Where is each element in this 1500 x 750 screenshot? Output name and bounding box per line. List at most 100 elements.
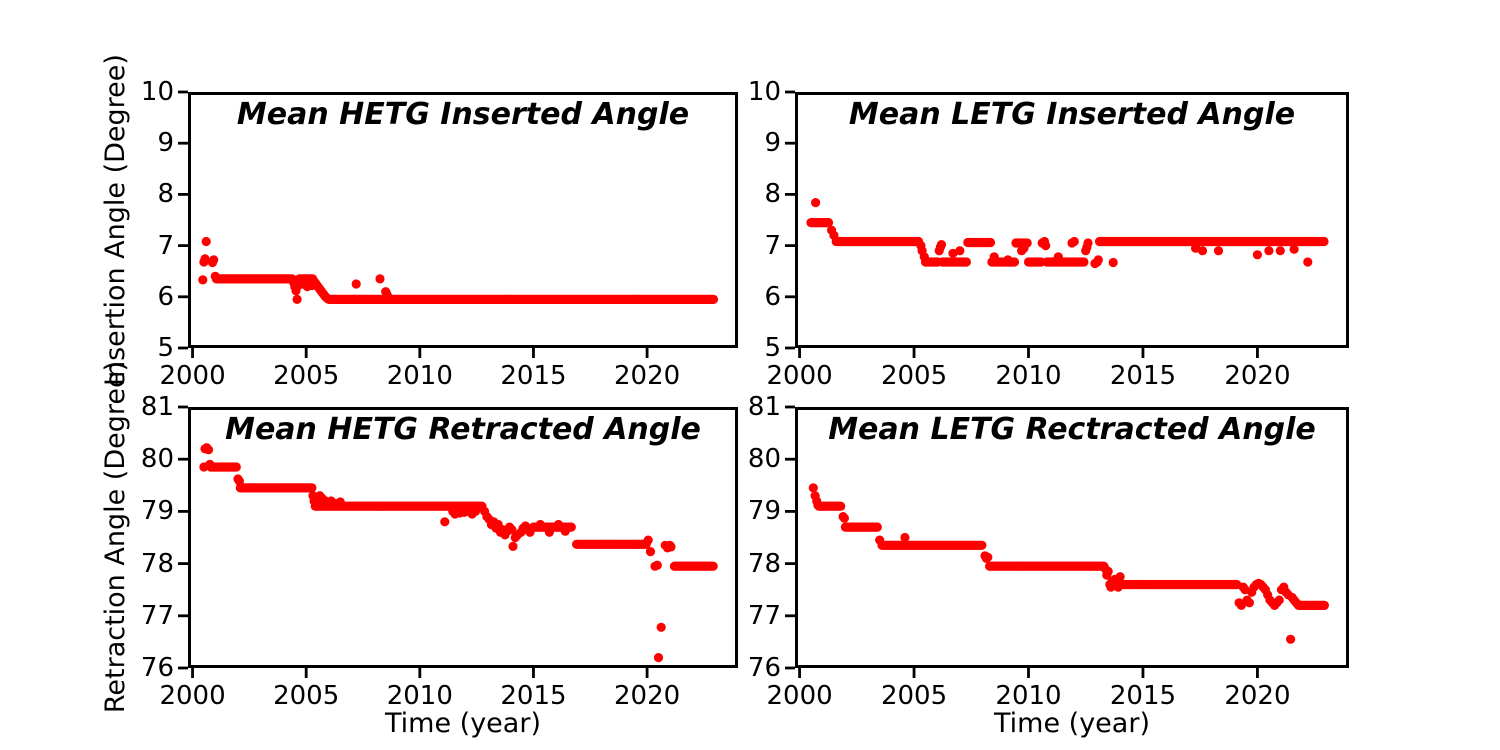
data-point xyxy=(936,240,947,250)
data-point xyxy=(383,292,393,302)
data-point xyxy=(508,541,518,551)
data-point xyxy=(1319,236,1329,247)
y-tick-label: 76 xyxy=(747,653,781,683)
data-point xyxy=(1115,572,1125,582)
x-tick-label: 2005 xyxy=(273,361,340,391)
x-tick-label: 2015 xyxy=(1109,681,1177,711)
x-tick-label: 2005 xyxy=(880,681,948,711)
y-tick-label: 79 xyxy=(140,496,174,527)
data-point xyxy=(1264,246,1274,256)
x-tick-label: 2020 xyxy=(1224,361,1291,391)
plot-border xyxy=(188,92,738,348)
y-axis-label-retraction: Retraction Angle (Degree) xyxy=(100,360,131,714)
data-point xyxy=(351,279,361,289)
x-tick-label: 2010 xyxy=(995,361,1062,391)
data-point xyxy=(1252,250,1262,260)
data-point xyxy=(811,198,821,208)
data-point xyxy=(900,532,910,543)
data-point xyxy=(201,236,211,247)
data-point xyxy=(1079,257,1089,267)
plot-area xyxy=(785,405,1349,678)
data-point xyxy=(1319,600,1329,610)
chart-panel-hetg-inserted: Mean HETG Inserted Angle 2000 2005 2010 201… xyxy=(141,77,738,391)
data-point xyxy=(1213,246,1224,256)
data-point xyxy=(955,246,965,256)
data-point xyxy=(1103,566,1113,576)
data-point xyxy=(307,483,317,493)
data-point xyxy=(1289,244,1299,254)
data-point xyxy=(985,237,996,248)
data-point xyxy=(470,506,481,516)
scatter-points xyxy=(198,236,719,304)
x-tick-label: 2010 xyxy=(995,681,1062,711)
y-tick-label: 7 xyxy=(157,230,174,261)
plot-area xyxy=(178,90,738,358)
axis-ticks xyxy=(785,405,1259,678)
y-tick-label: 10 xyxy=(140,77,174,107)
data-point xyxy=(653,653,664,663)
data-point xyxy=(708,294,719,304)
x-tick-label: 2020 xyxy=(613,361,681,391)
data-point xyxy=(1083,238,1093,248)
data-point xyxy=(1093,255,1103,265)
y-tick-label: 78 xyxy=(140,548,174,579)
x-tick-label: 2000 xyxy=(766,681,833,711)
y-tick-label: 76 xyxy=(140,653,174,683)
data-point xyxy=(823,218,834,228)
data-point xyxy=(872,522,882,532)
axis-ticks xyxy=(178,90,649,358)
data-point xyxy=(525,527,535,537)
data-point xyxy=(1041,241,1051,251)
x-tick-label: 2010 xyxy=(386,681,453,711)
data-point xyxy=(1275,246,1285,256)
data-point xyxy=(919,252,929,262)
x-tick-label: 2015 xyxy=(500,361,567,391)
chart-panel-letg-inserted: Mean LETG Inserted Angle 2000 2005 2010 201… xyxy=(748,77,1349,391)
y-tick-label: 9 xyxy=(764,128,781,159)
x-tick-label: 2000 xyxy=(766,361,833,391)
y-tick-label: 80 xyxy=(747,444,781,475)
data-point xyxy=(205,459,215,469)
y-tick-label: 8 xyxy=(764,179,781,210)
data-point xyxy=(544,527,554,537)
plot-border xyxy=(795,92,1349,348)
y-tick-label: 10 xyxy=(747,77,781,107)
data-point xyxy=(1293,599,1303,609)
data-point xyxy=(666,542,676,552)
data-point xyxy=(1108,257,1118,268)
x-tick-label: 2020 xyxy=(613,681,681,711)
data-point xyxy=(708,561,718,571)
data-point xyxy=(983,552,993,562)
axis-ticks xyxy=(785,90,1259,358)
data-point xyxy=(645,547,656,557)
y-tick-label: 7 xyxy=(764,230,781,261)
data-point xyxy=(535,519,545,530)
data-point xyxy=(961,257,971,267)
data-point xyxy=(440,517,450,527)
data-point xyxy=(560,526,570,536)
data-point xyxy=(1019,243,1029,253)
data-point xyxy=(209,255,219,265)
data-point xyxy=(829,230,839,240)
data-point xyxy=(323,294,333,304)
scatter-points xyxy=(808,483,1329,644)
data-point xyxy=(198,275,208,285)
scatter-points xyxy=(199,443,718,663)
data-point xyxy=(1191,243,1201,253)
scatter-points xyxy=(806,198,1329,269)
data-point xyxy=(1116,579,1126,590)
plot-area xyxy=(785,90,1349,358)
y-tick-label: 78 xyxy=(747,548,781,579)
data-point xyxy=(234,476,244,486)
x-axis-label-time-right: Time (year) xyxy=(994,708,1150,739)
data-point xyxy=(553,519,564,530)
chart-panel-letg-retracted: Mean LETG Rectracted Angle 2000 2005 2010 2… xyxy=(748,392,1349,711)
y-tick-label: 81 xyxy=(140,392,174,422)
x-tick-label: 2005 xyxy=(880,361,948,391)
data-point xyxy=(836,501,846,511)
y-tick-label: 9 xyxy=(157,128,174,159)
plot-border xyxy=(188,407,738,668)
data-point xyxy=(989,252,999,262)
data-point xyxy=(813,500,823,510)
